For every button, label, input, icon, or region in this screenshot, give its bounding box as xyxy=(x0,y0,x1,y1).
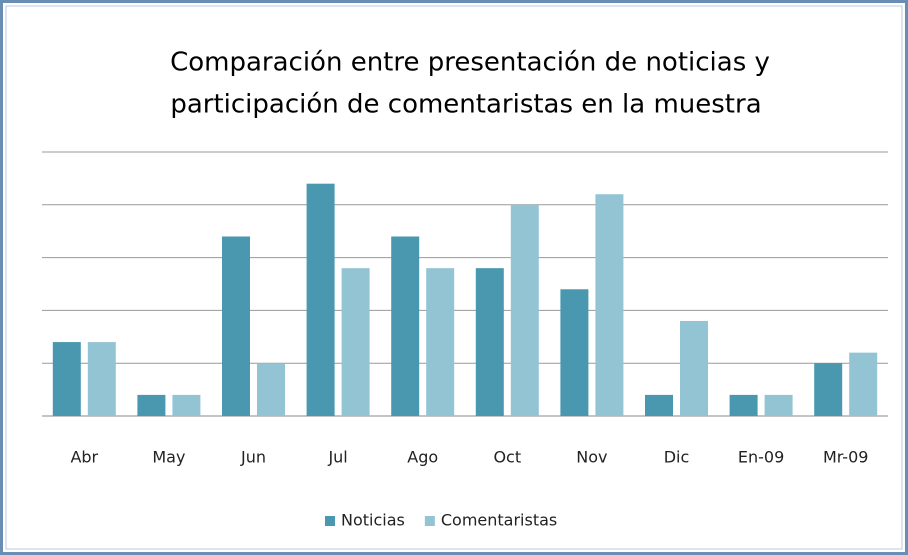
bar xyxy=(426,268,455,416)
bar xyxy=(52,342,81,416)
bar xyxy=(595,194,624,416)
x-tick-label: Mr-09 xyxy=(823,448,869,467)
x-tick-label: Jul xyxy=(327,448,347,467)
bar xyxy=(475,268,504,416)
legend-swatch xyxy=(424,516,435,526)
x-tick-label: Oct xyxy=(493,448,521,467)
chart-title: participación de comentaristas en la mue… xyxy=(170,90,761,120)
x-tick-label: Abr xyxy=(70,448,98,467)
x-tick-label: Ago xyxy=(407,448,438,467)
legend-label: Noticias xyxy=(341,511,405,530)
frame-inner xyxy=(5,5,903,550)
legend-swatch xyxy=(325,516,335,526)
x-tick-label: En-09 xyxy=(738,448,784,467)
bar xyxy=(257,363,285,416)
x-tick-label: Jun xyxy=(240,448,266,467)
bar xyxy=(560,289,589,416)
bar xyxy=(645,394,673,416)
bar xyxy=(764,394,793,416)
bar xyxy=(137,394,166,416)
bar xyxy=(306,183,335,416)
bar xyxy=(341,268,370,416)
bar xyxy=(391,236,420,416)
bar xyxy=(510,204,539,416)
bar xyxy=(680,320,708,416)
bar xyxy=(814,363,843,416)
x-tick-label: May xyxy=(152,448,185,467)
x-tick-label: Nov xyxy=(576,448,607,467)
bar xyxy=(222,236,250,416)
bar xyxy=(172,394,201,416)
legend-label: Comentaristas xyxy=(441,511,557,530)
bar xyxy=(849,352,878,416)
chart-title: Comparación entre presentación de notici… xyxy=(170,48,770,78)
bar xyxy=(729,394,758,416)
x-tick-label: Dic xyxy=(664,448,690,467)
bar xyxy=(87,342,116,416)
